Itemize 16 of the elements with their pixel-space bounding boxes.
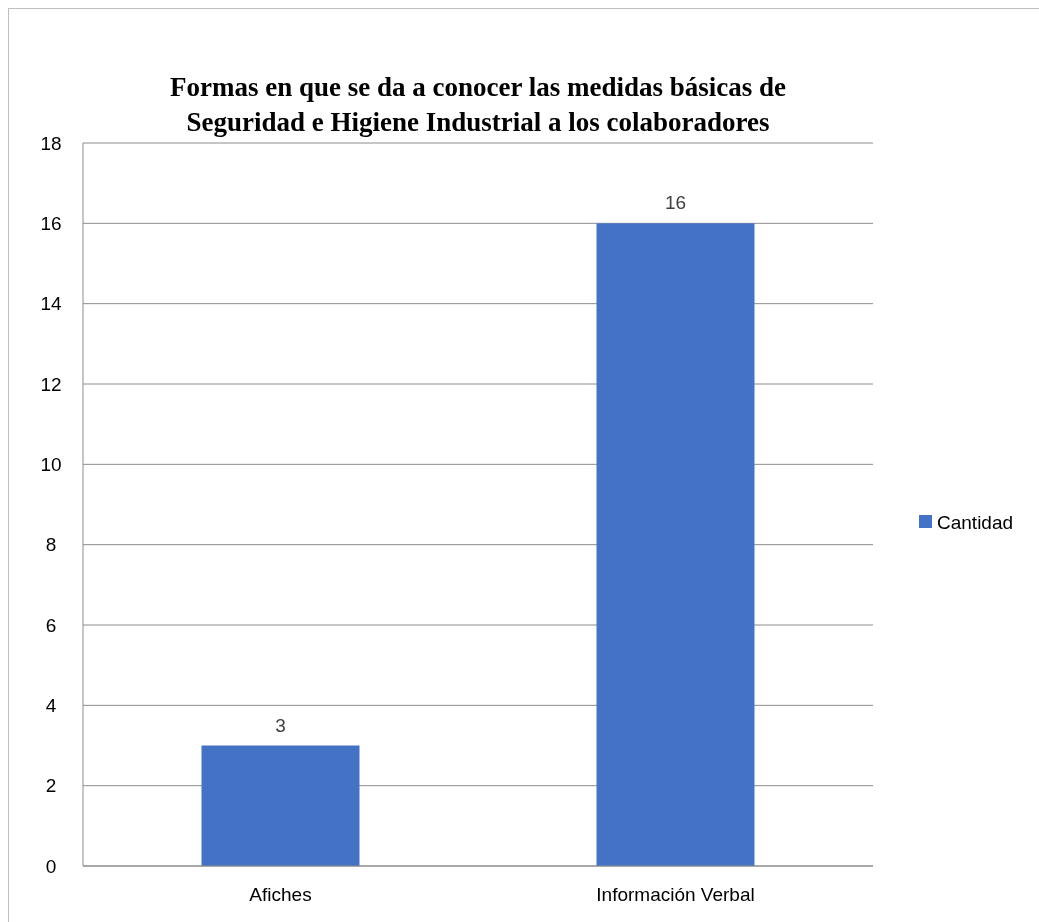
data-label: 16	[664, 192, 687, 214]
y-tick-label: 8	[45, 534, 57, 556]
chart-title: Formas en que se da a conocer las medidas básicas de Seguridad e Higiene Industrial a los colaboradores	[169, 72, 787, 137]
y-tick-label: 6	[45, 614, 57, 636]
y-tick-label: 16	[40, 212, 62, 234]
y-tick-label: 12	[40, 373, 62, 395]
y-tick-label: 18	[40, 132, 62, 154]
y-tick-label: 0	[45, 855, 57, 877]
x-tick-label: Información Verbal	[596, 884, 755, 905]
legend-label: Cantidad	[937, 511, 1014, 533]
y-tick-label: 4	[45, 694, 57, 716]
y-tick-label: 10	[40, 453, 62, 475]
y-tick-label: 14	[40, 293, 62, 315]
data-label: 3	[275, 714, 286, 736]
y-tick-label: 2	[45, 775, 57, 797]
x-tick-label: Afiches	[249, 884, 312, 905]
